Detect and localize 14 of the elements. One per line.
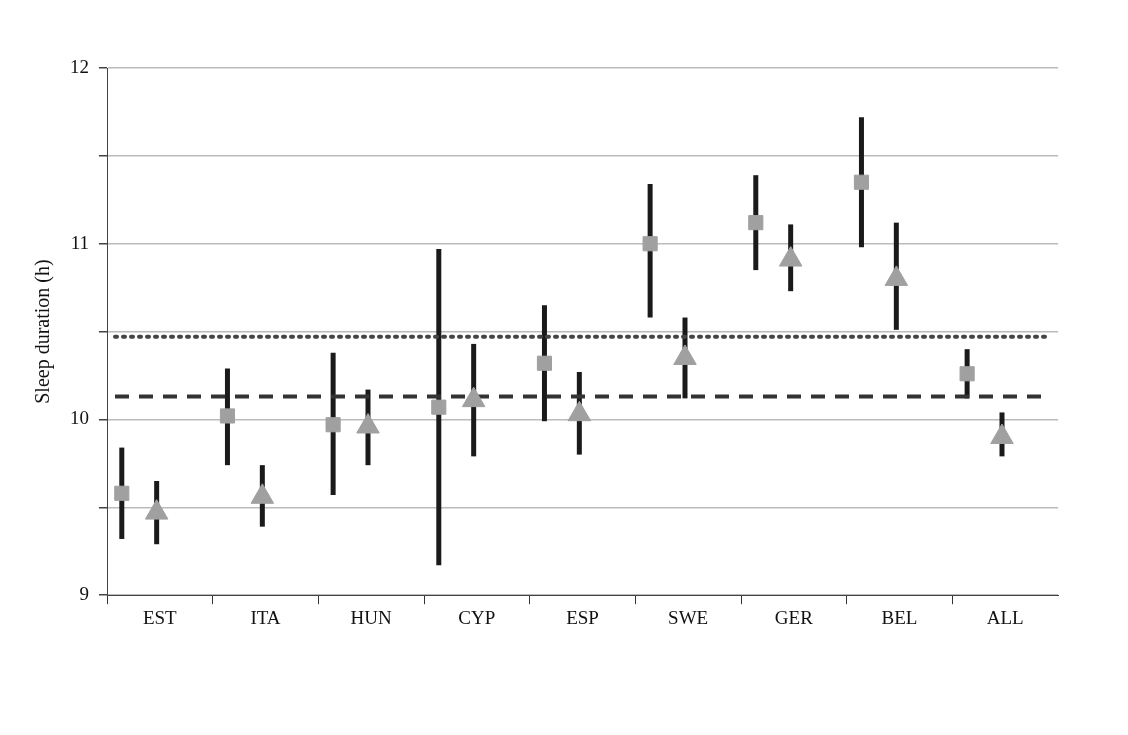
x-tick-label: GER xyxy=(774,606,814,628)
y-tick-label: 11 xyxy=(70,231,89,253)
y-tick-label: 9 xyxy=(79,583,89,605)
x-tick-label: ALL xyxy=(986,606,1024,628)
x-tick-label: SWE xyxy=(668,606,709,628)
y-tick-label: 12 xyxy=(70,55,89,77)
y-tick-label: 10 xyxy=(70,407,89,429)
y-axis-title: Sleep duration (h) xyxy=(31,259,55,404)
x-tick-label: BEL xyxy=(881,606,918,628)
x-tick-label: ESP xyxy=(566,606,599,628)
x-tick-label: CYP xyxy=(458,606,496,628)
x-tick-label: HUN xyxy=(350,606,393,628)
x-tick-label: EST xyxy=(142,606,178,628)
x-tick-label: ITA xyxy=(250,606,281,628)
